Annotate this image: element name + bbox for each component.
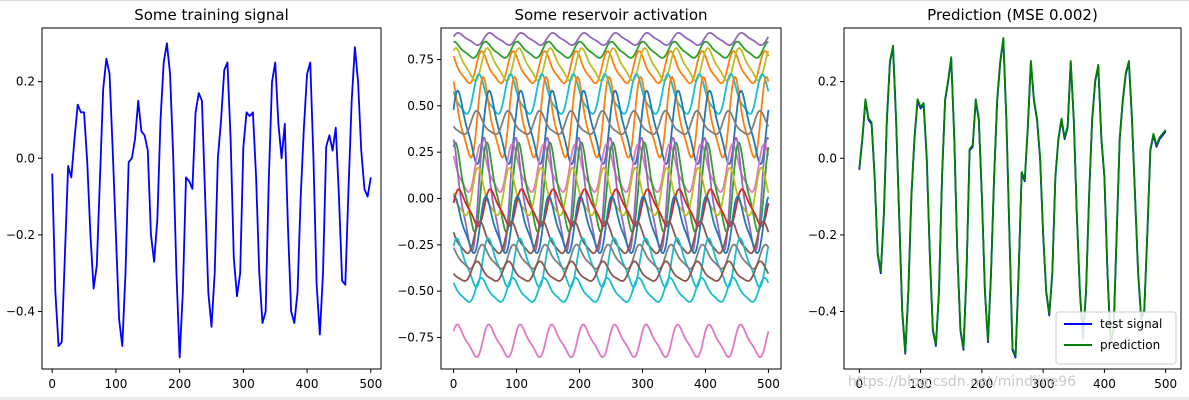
y-tick-label: 0.00 <box>407 192 434 206</box>
y-tick-label: 0.0 <box>16 151 35 165</box>
bottom-bar <box>0 397 1189 400</box>
legend-label: prediction <box>1100 338 1160 352</box>
series-line <box>452 195 770 255</box>
y-tick-label: −0.2 <box>808 228 837 242</box>
chart-title: Some reservoir activation <box>514 6 707 24</box>
series-line <box>452 109 770 136</box>
series-line <box>452 260 770 282</box>
chart-title: Some training signal <box>134 6 289 24</box>
y-tick-label: 0.25 <box>407 145 434 159</box>
chart-panel-3: Prediction (MSE 0.002) 0 100 200 300 400 500 0.… <box>808 6 1182 391</box>
legend: test signal prediction <box>1055 311 1177 365</box>
series-line <box>452 76 770 159</box>
chart-title: Prediction (MSE 0.002) <box>927 6 1098 24</box>
x-tick-label: 100 <box>909 377 932 391</box>
y-tick-label: −0.2 <box>6 228 35 242</box>
axes-frame <box>41 27 382 370</box>
series-line <box>452 276 770 303</box>
y-tick-label: −0.75 <box>397 330 434 344</box>
y-tick-label: 0.2 <box>16 75 35 89</box>
x-tick-label: 300 <box>1032 377 1055 391</box>
series-line <box>452 166 770 217</box>
x-tick-label: 300 <box>232 377 255 391</box>
series-line <box>452 47 770 82</box>
y-tick-label: 0.0 <box>818 151 837 165</box>
x-tick-label: 500 <box>757 377 780 391</box>
plot-area <box>51 42 372 359</box>
series-line <box>452 50 770 85</box>
x-tick-label: 300 <box>631 377 654 391</box>
x-tick-label: 500 <box>1154 377 1177 391</box>
x-tick-label: 200 <box>568 377 591 391</box>
x-tick-label: 200 <box>970 377 993 391</box>
axes-frame <box>843 27 1182 370</box>
series-line <box>452 188 770 227</box>
plot-area <box>858 37 1167 359</box>
x-tick-label: 0 <box>855 377 863 391</box>
x-tick-label: 100 <box>104 377 127 391</box>
y-tick-label: −0.25 <box>397 238 434 252</box>
series-line <box>452 220 770 255</box>
series-line <box>452 323 770 358</box>
series-line <box>51 42 372 359</box>
x-tick-label: 0 <box>450 377 458 391</box>
series-line <box>452 243 770 270</box>
x-tick-label: 200 <box>168 377 191 391</box>
y-tick-label: −0.50 <box>397 284 434 298</box>
series-line <box>452 32 770 47</box>
y-tick-label: 0.2 <box>818 75 837 89</box>
y-tick-label: −0.4 <box>808 305 837 319</box>
series-line <box>453 40 769 59</box>
watermark-text: https://blog.csdn.net/mindline96 <box>848 374 1076 390</box>
x-tick-label: 0 <box>48 377 56 391</box>
x-tick-label: 400 <box>296 377 319 391</box>
top-border <box>0 0 1189 1</box>
x-tick-label: 400 <box>1093 377 1116 391</box>
series-line <box>452 89 770 165</box>
y-tick-label: −0.4 <box>6 305 35 319</box>
chart-panel-1: Some training signal 0 100 200 300 400 500 0.2 0… <box>6 6 382 391</box>
x-tick-label: 500 <box>359 377 382 391</box>
y-tick-label: 0.50 <box>407 99 434 113</box>
series-line <box>452 136 770 252</box>
series-line <box>858 38 1167 359</box>
y-tick-label: 0.75 <box>407 53 434 67</box>
chart-panel-2: Some reservoir activation 0 100 200 300 400 50… <box>397 6 782 391</box>
plot-area <box>452 32 770 358</box>
series-line <box>858 37 1167 357</box>
legend-label: test signal <box>1100 317 1162 331</box>
x-tick-label: 400 <box>694 377 717 391</box>
x-tick-label: 100 <box>505 377 528 391</box>
